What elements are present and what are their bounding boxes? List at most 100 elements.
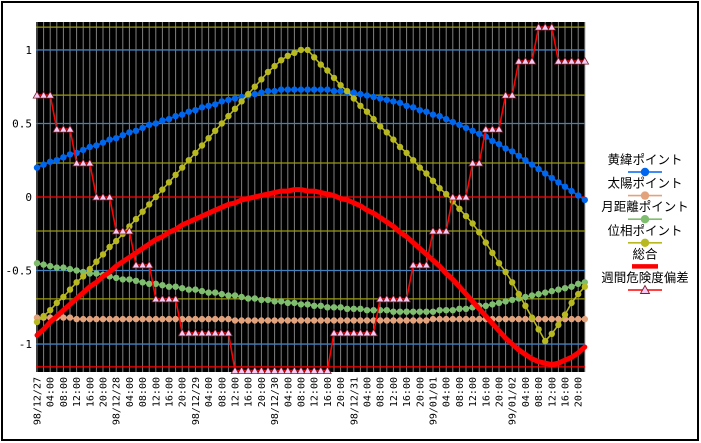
circle-marker-icon [212, 127, 219, 134]
x-tick-label: 12:00 [231, 377, 242, 407]
circle-marker-icon [403, 102, 410, 110]
triangle-marker-icon [91, 192, 101, 201]
triangle-marker-icon [118, 226, 128, 235]
legend-item-moon-distance-points[interactable]: 月距離ポイント [601, 199, 689, 224]
circle-marker-icon [139, 279, 146, 286]
circle-marker-icon [548, 315, 555, 323]
circle-marker-icon [297, 86, 305, 93]
legend-item-label: 位相ポイント [607, 223, 682, 238]
circle-marker-icon [581, 315, 588, 323]
triangle-marker-icon [329, 328, 339, 337]
x-tick-label: 16:00 [85, 377, 96, 407]
circle-marker-icon [251, 295, 258, 302]
circle-marker-icon [231, 105, 239, 113]
legend-item-phase-points[interactable]: 位相ポイント [607, 223, 683, 247]
triangle-marker-icon [171, 294, 181, 303]
x-tick-label: 08:00 [138, 377, 149, 407]
triangle-marker-icon [395, 294, 405, 303]
circle-marker-icon [264, 296, 272, 304]
x-tick-label: 04:00 [283, 377, 294, 407]
circle-marker-icon [436, 112, 443, 120]
series-total[interactable] [34, 187, 588, 368]
circle-marker-icon [297, 317, 305, 324]
triangle-marker-icon [468, 158, 478, 167]
x-tick-label: 12:00 [72, 377, 83, 407]
triangle-marker-icon [256, 366, 266, 374]
circle-marker-icon [542, 289, 549, 296]
circle-marker-icon [495, 140, 503, 148]
triangle-marker-icon [421, 260, 431, 269]
circle-marker-icon [271, 87, 278, 95]
circle-marker-icon [495, 299, 503, 307]
circle-marker-icon [509, 296, 516, 304]
circle-marker-icon [575, 280, 582, 287]
circle-marker-icon [324, 317, 331, 324]
triangle-marker-icon [270, 366, 280, 374]
circle-marker-icon [410, 157, 417, 164]
circle-marker-icon [443, 115, 450, 123]
legend-item-latitude-points[interactable]: 黄緯ポイント [607, 152, 683, 177]
circle-marker-icon [443, 190, 450, 198]
circle-marker-icon [377, 317, 384, 324]
circle-marker-icon [568, 299, 575, 307]
circle-marker-icon [80, 146, 87, 154]
circle-marker-icon [271, 317, 278, 324]
circle-marker-icon [502, 298, 509, 305]
triangle-marker-icon [382, 294, 392, 303]
triangle-marker-icon [111, 226, 121, 235]
legend-item-sun-points[interactable]: 太陽ポイント [607, 176, 683, 200]
circle-marker-icon [542, 315, 549, 323]
circle-marker-icon [337, 87, 344, 95]
circle-marker-icon [568, 283, 575, 290]
circle-marker-icon [324, 67, 331, 74]
circle-marker-icon [33, 314, 41, 321]
circle-marker-icon [495, 315, 503, 323]
x-tick-label: 08:00 [59, 377, 70, 407]
circle-marker-icon [462, 315, 470, 323]
circle-marker-icon [581, 283, 588, 290]
legend-circle-marker-icon [640, 191, 650, 200]
circle-marker-icon [66, 314, 74, 321]
circle-marker-icon [390, 308, 397, 315]
circle-marker-icon [489, 301, 496, 308]
legend-circle-marker-icon [640, 238, 650, 247]
circle-marker-icon [462, 212, 470, 220]
triangle-marker-icon [441, 226, 451, 235]
circle-marker-icon [416, 308, 423, 315]
circle-marker-icon [489, 137, 496, 145]
circle-marker-icon [231, 95, 239, 102]
circle-marker-icon [146, 315, 153, 323]
circle-marker-icon [535, 315, 542, 323]
circle-marker-icon [383, 307, 390, 314]
circle-marker-icon [317, 317, 324, 324]
circle-marker-icon [264, 68, 272, 76]
x-tick-label: 04:00 [46, 377, 57, 407]
triangle-marker-icon [85, 158, 95, 167]
circle-marker-icon [548, 174, 555, 182]
series-sun-points[interactable] [33, 314, 588, 324]
legend-item-total[interactable]: 総合 [632, 246, 658, 269]
circle-marker-icon [535, 165, 542, 173]
circle-marker-icon [113, 274, 120, 282]
series-phase-points[interactable] [33, 46, 588, 345]
circle-marker-icon [403, 317, 410, 324]
circle-marker-icon [146, 201, 153, 208]
series-weekly-risk-deviation[interactable] [32, 22, 590, 374]
circle-marker-icon [60, 264, 67, 271]
x-tick-label: 20:00 [415, 377, 426, 407]
circle-marker-icon [198, 315, 206, 323]
x-tick-label: 04:00 [125, 377, 136, 407]
series-total-line [34, 187, 588, 368]
circle-marker-icon [449, 307, 456, 314]
circle-marker-icon [231, 317, 239, 324]
triangle-marker-icon [98, 192, 108, 201]
circle-marker-icon [60, 314, 67, 321]
circle-marker-icon [416, 107, 423, 114]
circle-marker-icon [291, 299, 298, 307]
series-latitude-points[interactable] [33, 86, 588, 204]
circle-marker-icon [212, 289, 219, 296]
legend-item-weekly-risk-deviation[interactable]: 週間危険度偏差 [601, 270, 689, 294]
series-moon-distance-points[interactable] [33, 260, 588, 315]
circle-marker-icon [410, 104, 417, 111]
